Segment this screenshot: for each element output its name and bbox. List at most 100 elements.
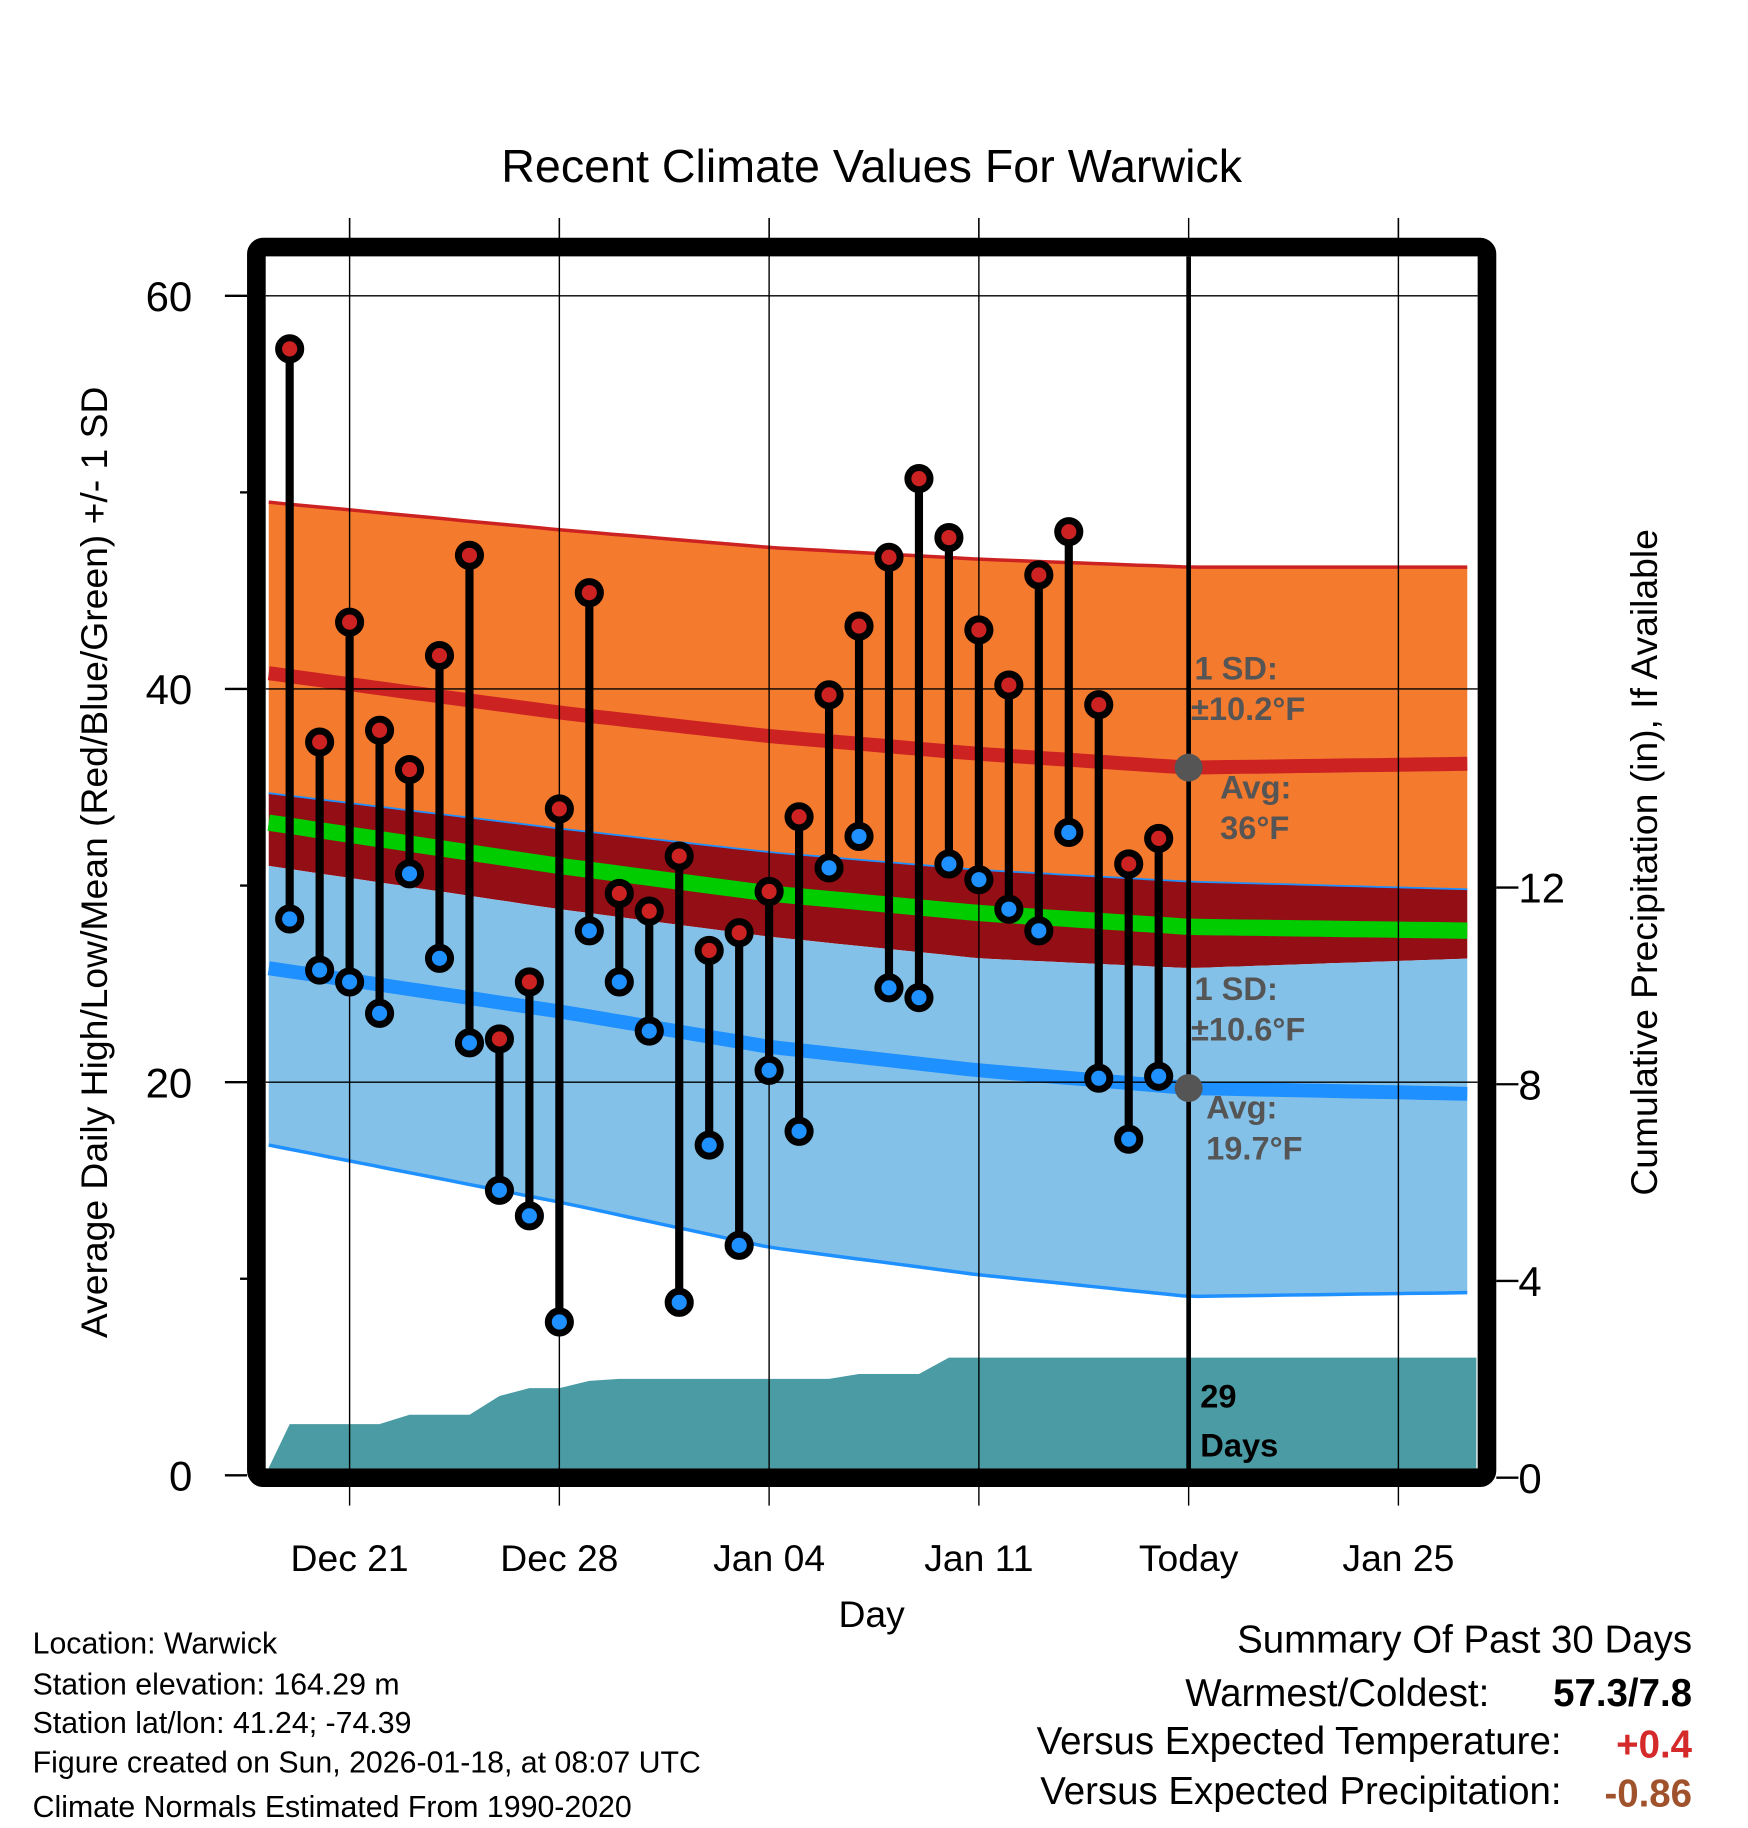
daily-high-point [275, 334, 305, 364]
station-info: Location: Warwick Station elevation: 164… [33, 1628, 701, 1824]
high-sd-band [268, 502, 1468, 890]
daily-high-point [634, 896, 664, 926]
daily-low-point [934, 849, 964, 879]
y2-tick-label: 0 [1518, 1455, 1541, 1502]
daily-high-point [424, 640, 455, 671]
created-text: Figure created on Sun, 2026-01-18, at 08… [33, 1747, 701, 1780]
daily-low-point [664, 1287, 694, 1317]
x-tick-label: Jan 04 [713, 1537, 825, 1579]
daily-low-point [964, 865, 994, 895]
daily-low-point [1114, 1124, 1144, 1154]
daily-low-point [544, 1307, 574, 1337]
daily-low-point [874, 973, 904, 1003]
today-normal-low-dot [1174, 1074, 1203, 1103]
daily-low-point [724, 1230, 754, 1260]
today-normal-high-dot [1174, 753, 1203, 782]
low-sd-label: 1 SD: [1194, 970, 1277, 1007]
days-count: 29 [1200, 1378, 1236, 1415]
daily-low-point [1024, 916, 1054, 946]
y-tick-label: 20 [146, 1059, 193, 1106]
location-text: Location: Warwick [33, 1628, 278, 1661]
y2-tick-label: 4 [1518, 1258, 1541, 1305]
elevation-text: Station elevation: 164.29 m [33, 1668, 400, 1701]
high-sd-label: 1 SD: [1194, 649, 1277, 686]
daily-high-point [484, 1024, 514, 1054]
latlon-text: Station lat/lon: 41.24; -74.39 [33, 1707, 412, 1740]
low-minus-sd-line [268, 1143, 1468, 1299]
daily-high-point [544, 794, 574, 824]
daily-high-point [694, 935, 724, 966]
daily-low-point [514, 1201, 544, 1231]
summary-title: Summary Of Past 30 Days [1237, 1618, 1692, 1661]
daily-low-point [484, 1175, 514, 1205]
x-tick-label: Today [1139, 1537, 1239, 1579]
normals-text: Climate Normals Estimated From 1990-2020 [33, 1791, 632, 1824]
daily-low-point [844, 821, 874, 851]
daily-high-point [754, 876, 784, 907]
daily-low-point [454, 1028, 485, 1058]
daily-low-point [1144, 1061, 1174, 1091]
daily-low-point [1054, 817, 1084, 848]
daily-high-point [934, 523, 964, 553]
daily-high-point [305, 727, 335, 757]
daily-high-point [784, 802, 814, 832]
y2-tick-label: 8 [1518, 1061, 1541, 1108]
daily-low-point [994, 894, 1024, 924]
precip-value: -0.86 [1604, 1772, 1692, 1815]
daily-high-point [664, 841, 694, 871]
daily-low-point [574, 916, 604, 946]
daily-high-point [1024, 560, 1054, 590]
daily-high-point [964, 615, 994, 645]
daily-high-point [514, 967, 544, 997]
daily-low-point [904, 983, 934, 1013]
low-sd-value: ±10.6°F [1191, 1011, 1305, 1048]
y-tick-label: 60 [146, 273, 193, 320]
daily-high-point [335, 607, 365, 637]
high-sd-value: ±10.2°F [1191, 690, 1305, 727]
plot-frame [247, 237, 1497, 1487]
daily-high-point [904, 464, 934, 494]
daily-high-point [1054, 517, 1084, 547]
daily-high-point [844, 611, 874, 641]
daily-low-point [754, 1055, 784, 1085]
y-axis-label: Average Daily High/Low/Mean (Red/Blue/Gr… [73, 387, 115, 1338]
daily-low-point [275, 904, 305, 934]
daily-low-point [784, 1116, 814, 1146]
high-avg-label: Avg: [1220, 768, 1291, 805]
x-tick-label: Dec 21 [291, 1537, 409, 1579]
temp-value: +0.4 [1616, 1723, 1693, 1766]
daily-high-point [994, 670, 1024, 700]
low-avg-value: 19.7°F [1206, 1130, 1302, 1167]
daily-low-point [335, 967, 365, 997]
daily-high-point [394, 755, 425, 785]
low-avg-label: Avg: [1206, 1089, 1277, 1126]
daily-high-point [814, 680, 844, 710]
daily-high-point [724, 918, 754, 948]
x-axis-label: Day [839, 1593, 906, 1635]
warmest-label: Warmest/Coldest: [1185, 1672, 1489, 1715]
daily-high-point [1144, 823, 1174, 853]
x-tick-label: Jan 25 [1342, 1537, 1454, 1579]
daily-low-point [424, 943, 455, 973]
daily-low-point [305, 955, 335, 985]
daily-high-point [574, 578, 604, 608]
days-label: Days [1200, 1427, 1278, 1464]
daily-low-point [394, 859, 425, 889]
daily-low-point [364, 998, 395, 1028]
daily-high-point [364, 715, 395, 745]
daily-low-point [694, 1130, 724, 1160]
daily-high-point [454, 540, 485, 570]
high-plus-sd-line [268, 500, 1468, 569]
daily-high-point [604, 878, 634, 908]
y2-axis-label: Cumulative Precipitation (in), If Availa… [1623, 529, 1665, 1196]
daily-low-point [814, 853, 844, 883]
precip-label: Versus Expected Precipitation: [1040, 1770, 1561, 1813]
daily-low-point [604, 967, 634, 997]
cumulative-precip-area [268, 1357, 1477, 1469]
y2-tick-label: 12 [1518, 865, 1565, 912]
temp-label: Versus Expected Temperature: [1037, 1720, 1562, 1763]
y-tick-label: 40 [146, 666, 193, 713]
warmest-value: 57.3/7.8 [1553, 1672, 1692, 1715]
daily-low-point [1084, 1063, 1114, 1093]
